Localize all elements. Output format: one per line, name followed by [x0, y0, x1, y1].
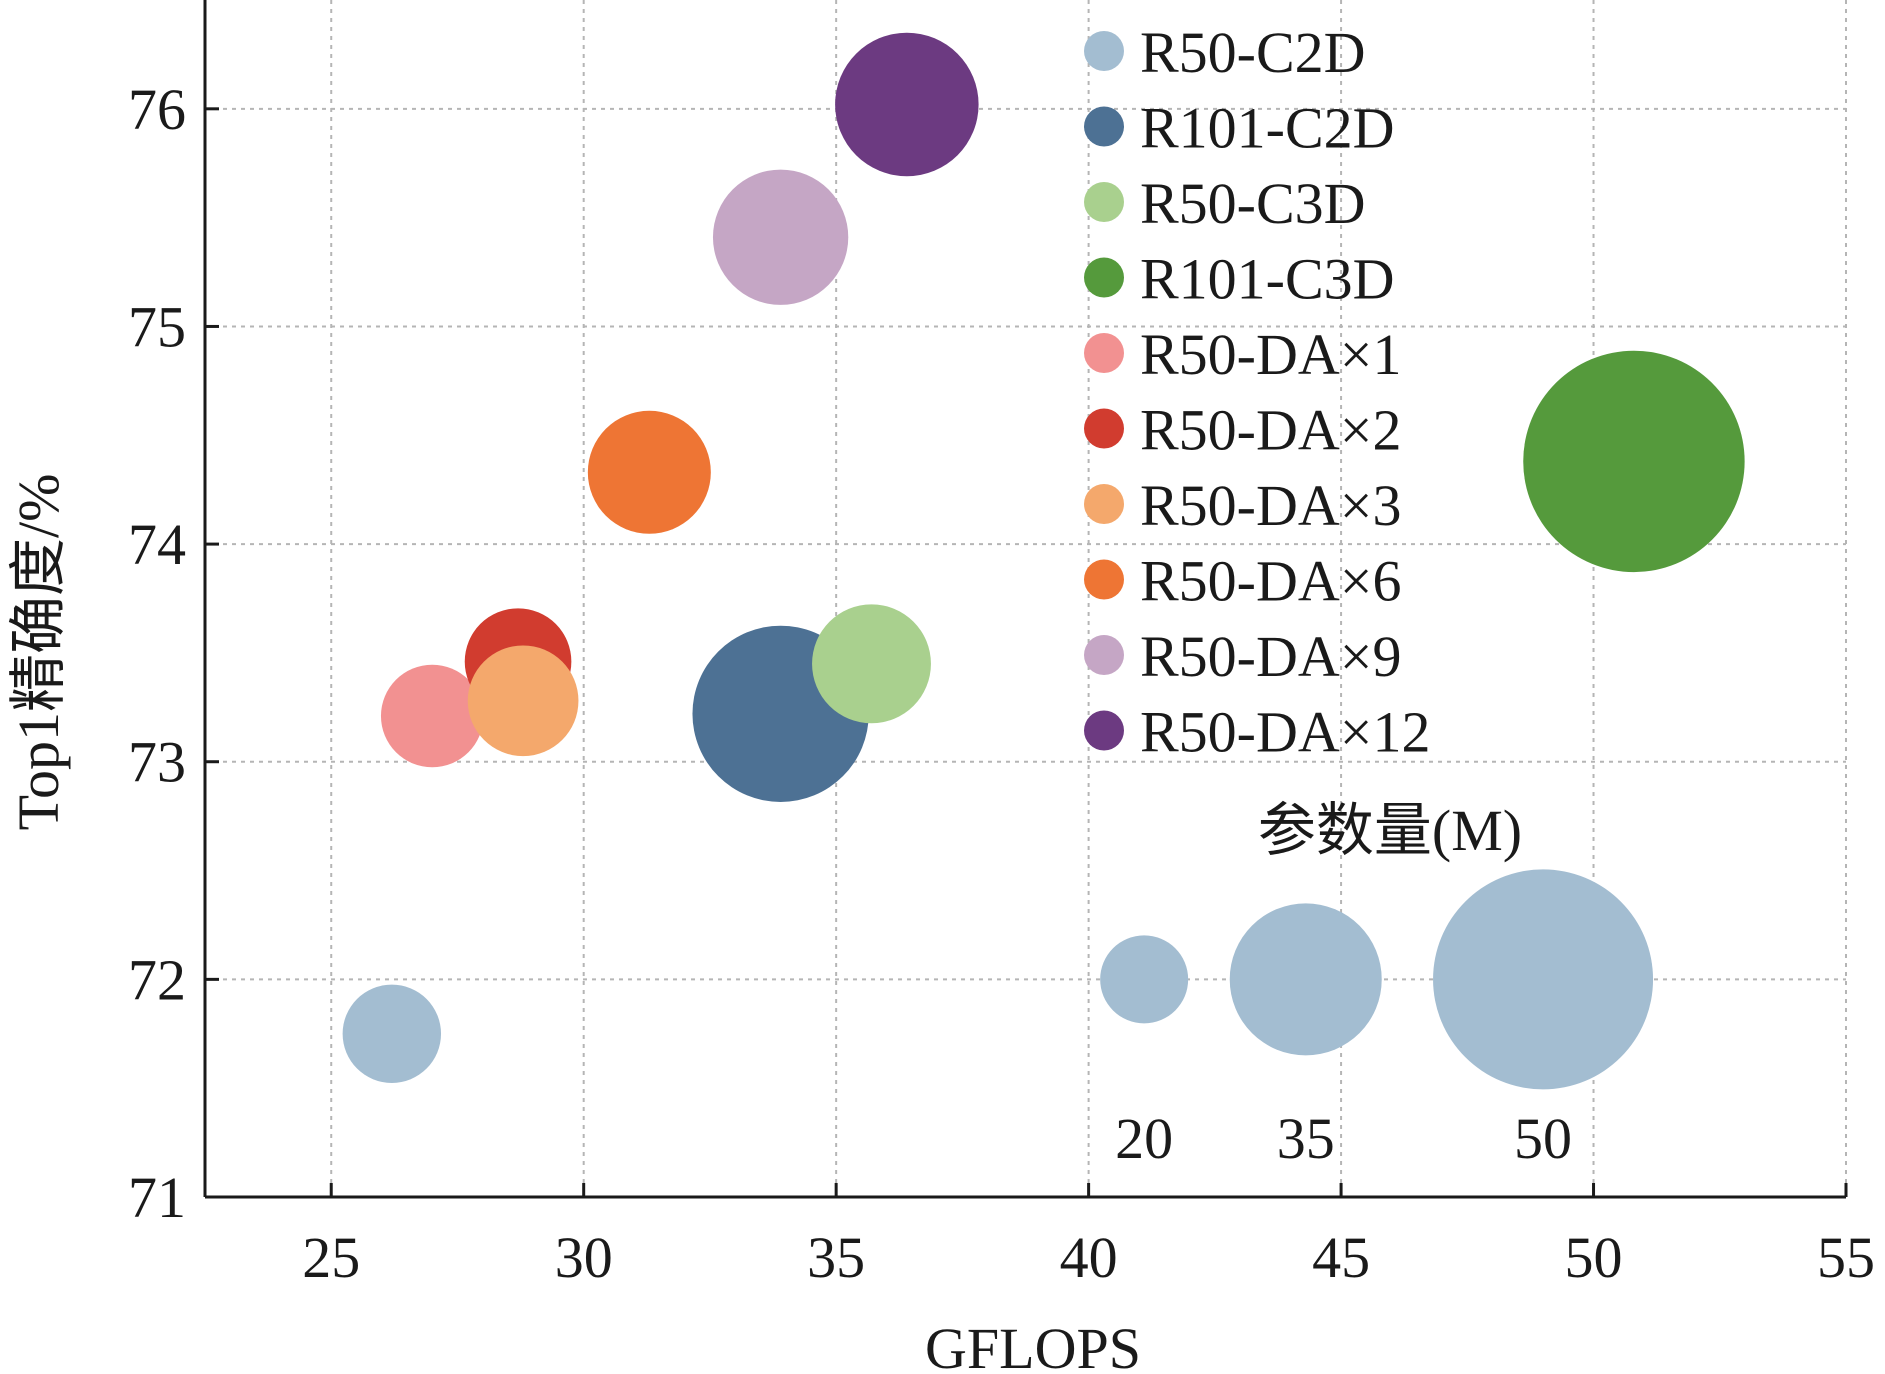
y-tick-label-75: 75: [128, 294, 186, 359]
data-bubbles: [342, 32, 1745, 1083]
legend-marker-R50-DA×6: [1084, 559, 1124, 600]
x-tick-label-35: 35: [807, 1225, 865, 1290]
legend-marker-R50-DA×9: [1084, 635, 1124, 675]
x-tick-label-25: 25: [302, 1225, 360, 1290]
legend-marker-R50-DA×2: [1084, 408, 1124, 449]
x-axis-label: GFLOPS: [925, 1316, 1141, 1374]
legend-marker-R50-C2D: [1084, 31, 1124, 71]
size-legend-bubble-35: [1229, 903, 1382, 1056]
size-legend-title: 参数量(M): [1258, 798, 1522, 863]
size-legend-bubble-20: [1100, 935, 1189, 1024]
legend-label-R50-C2D: R50-C2D: [1140, 20, 1366, 85]
bubble-R50-DA×6: [587, 410, 711, 534]
y-tick-label-73: 73: [128, 730, 186, 795]
size-legend-label-35: 35: [1277, 1106, 1335, 1171]
legend-marker-R101-C3D: [1084, 257, 1124, 298]
y-tick-label-76: 76: [128, 77, 186, 142]
bubble-R50-DA×1: [380, 664, 484, 768]
x-tick-label-40: 40: [1060, 1225, 1118, 1290]
ticks: 25 30 35 40 45 50 55 71 72 73 74 75 76: [128, 77, 1875, 1290]
x-tick-label-45: 45: [1312, 1225, 1370, 1290]
bubble-R50-C3D: [812, 604, 931, 724]
legend-marker-R50-DA×12: [1084, 710, 1124, 751]
legend-marker-R50-DA×1: [1084, 333, 1124, 373]
x-tick-label-55: 55: [1817, 1225, 1875, 1290]
y-tick-label-71: 71: [128, 1165, 186, 1230]
legend-label-R50-DA×2: R50-DA×2: [1140, 398, 1401, 463]
legend-label-R101-C3D: R101-C3D: [1140, 247, 1395, 312]
legend-label-R101-C2D: R101-C2D: [1140, 96, 1395, 161]
bubble-R101-C3D: [1523, 350, 1745, 573]
legend-label-R50-DA×12: R50-DA×12: [1140, 700, 1430, 765]
bubble-R50-C2D: [342, 984, 442, 1083]
bubble-R50-DA×3: [467, 645, 579, 757]
x-tick-label-30: 30: [555, 1225, 613, 1290]
size-legend-label-20: 20: [1115, 1106, 1173, 1171]
legend-marker-R101-C2D: [1084, 106, 1124, 147]
legend-label-R50-DA×3: R50-DA×3: [1140, 473, 1401, 538]
size-legend: 参数量(M) 20 35 50: [1100, 798, 1654, 1171]
legend: R50-C2D R101-C2D R50-C3D R101-C3D R50-DA×1 R5…: [1084, 20, 1430, 765]
size-legend-bubble-50: [1433, 869, 1654, 1090]
legend-marker-R50-DA×3: [1084, 484, 1124, 524]
legend-label-R50-DA×6: R50-DA×6: [1140, 549, 1401, 614]
y-tick-label-74: 74: [128, 512, 186, 577]
x-tick-label-50: 50: [1565, 1225, 1623, 1290]
legend-label-R50-DA×9: R50-DA×9: [1140, 624, 1401, 689]
size-legend-label-50: 50: [1514, 1106, 1572, 1171]
legend-marker-R50-C3D: [1084, 182, 1124, 222]
bubble-R50-DA×9: [712, 169, 849, 305]
legend-label-R50-C3D: R50-C3D: [1140, 171, 1366, 236]
bubble-R50-DA×12: [835, 32, 979, 177]
y-axis-label: Top1精确度/%: [6, 474, 71, 831]
axes: [203, 0, 1846, 1199]
y-tick-label-72: 72: [128, 947, 186, 1012]
legend-label-R50-DA×1: R50-DA×1: [1140, 322, 1401, 387]
